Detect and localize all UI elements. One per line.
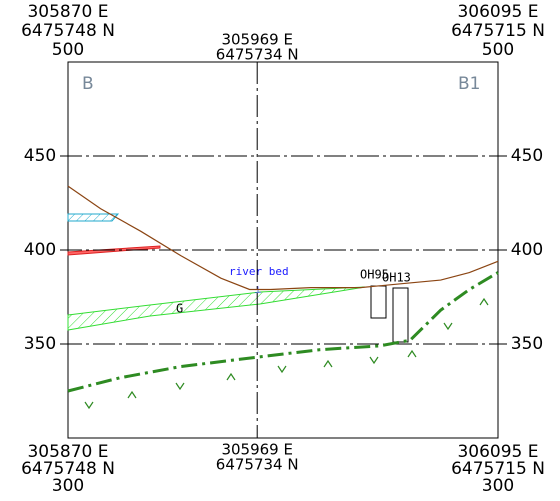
aquifer-layer (68, 214, 118, 221)
y-tick-label: 350 (24, 334, 56, 354)
x-tick-northing: 6475734 N (216, 456, 299, 474)
series-line (68, 273, 498, 391)
y-limit-label: 500 (52, 40, 84, 60)
section-chart: B B1 river bed G OH95 OH13 ⊥ 35035040040… (0, 0, 560, 497)
annotation: G (176, 302, 183, 316)
y-tick-label: 450 (24, 146, 56, 166)
y-tick-label: 400 (24, 240, 56, 260)
section-label: B (82, 74, 94, 94)
x-tick-northing: 6475715 N (451, 21, 545, 41)
water-marker: ⊥ (254, 286, 262, 296)
y-limit-label: 300 (482, 476, 514, 496)
gravel-layer (68, 287, 365, 330)
borehole (393, 288, 408, 342)
x-tick-northing: 6475748 N (21, 21, 115, 41)
section-label: B1 (458, 74, 480, 94)
y-tick-label: 450 (511, 146, 543, 166)
y-limit-label: 500 (482, 40, 514, 60)
y-limit-label: 300 (52, 476, 84, 496)
y-tick-label: 350 (511, 334, 543, 354)
x-tick-label: 305870 E (27, 2, 108, 22)
annotation: river bed (229, 265, 289, 278)
x-tick-label: 306095 E (457, 2, 538, 22)
x-tick-northing: 6475734 N (216, 46, 299, 64)
borehole (371, 286, 386, 318)
y-tick-label: 400 (511, 240, 543, 260)
annotation: OH13 (382, 271, 411, 285)
